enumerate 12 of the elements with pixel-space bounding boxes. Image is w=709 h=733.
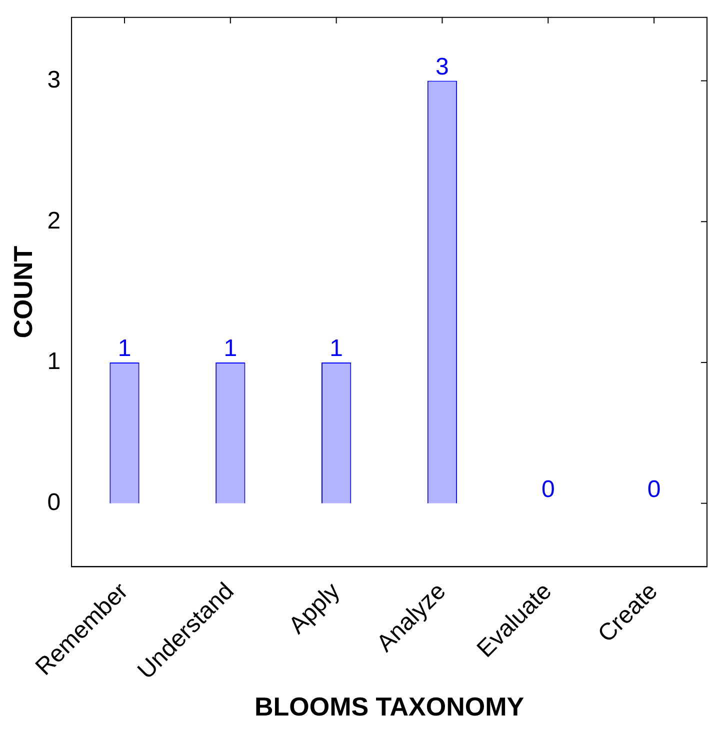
data-label: 1 xyxy=(224,335,238,362)
data-label: 1 xyxy=(330,335,343,362)
data-label: 3 xyxy=(436,53,449,80)
y-axis-title: COUNT xyxy=(8,246,38,338)
y-tick-label: 0 xyxy=(47,488,61,516)
y-tick-label: 3 xyxy=(47,66,61,94)
x-axis-title: BLOOMS TAXONOMY xyxy=(254,692,524,722)
data-label: 0 xyxy=(541,476,555,503)
data-label: 1 xyxy=(118,335,132,362)
data-label: 0 xyxy=(647,476,661,503)
y-tick-label: 1 xyxy=(47,348,61,376)
y-tick-label: 2 xyxy=(47,207,61,234)
